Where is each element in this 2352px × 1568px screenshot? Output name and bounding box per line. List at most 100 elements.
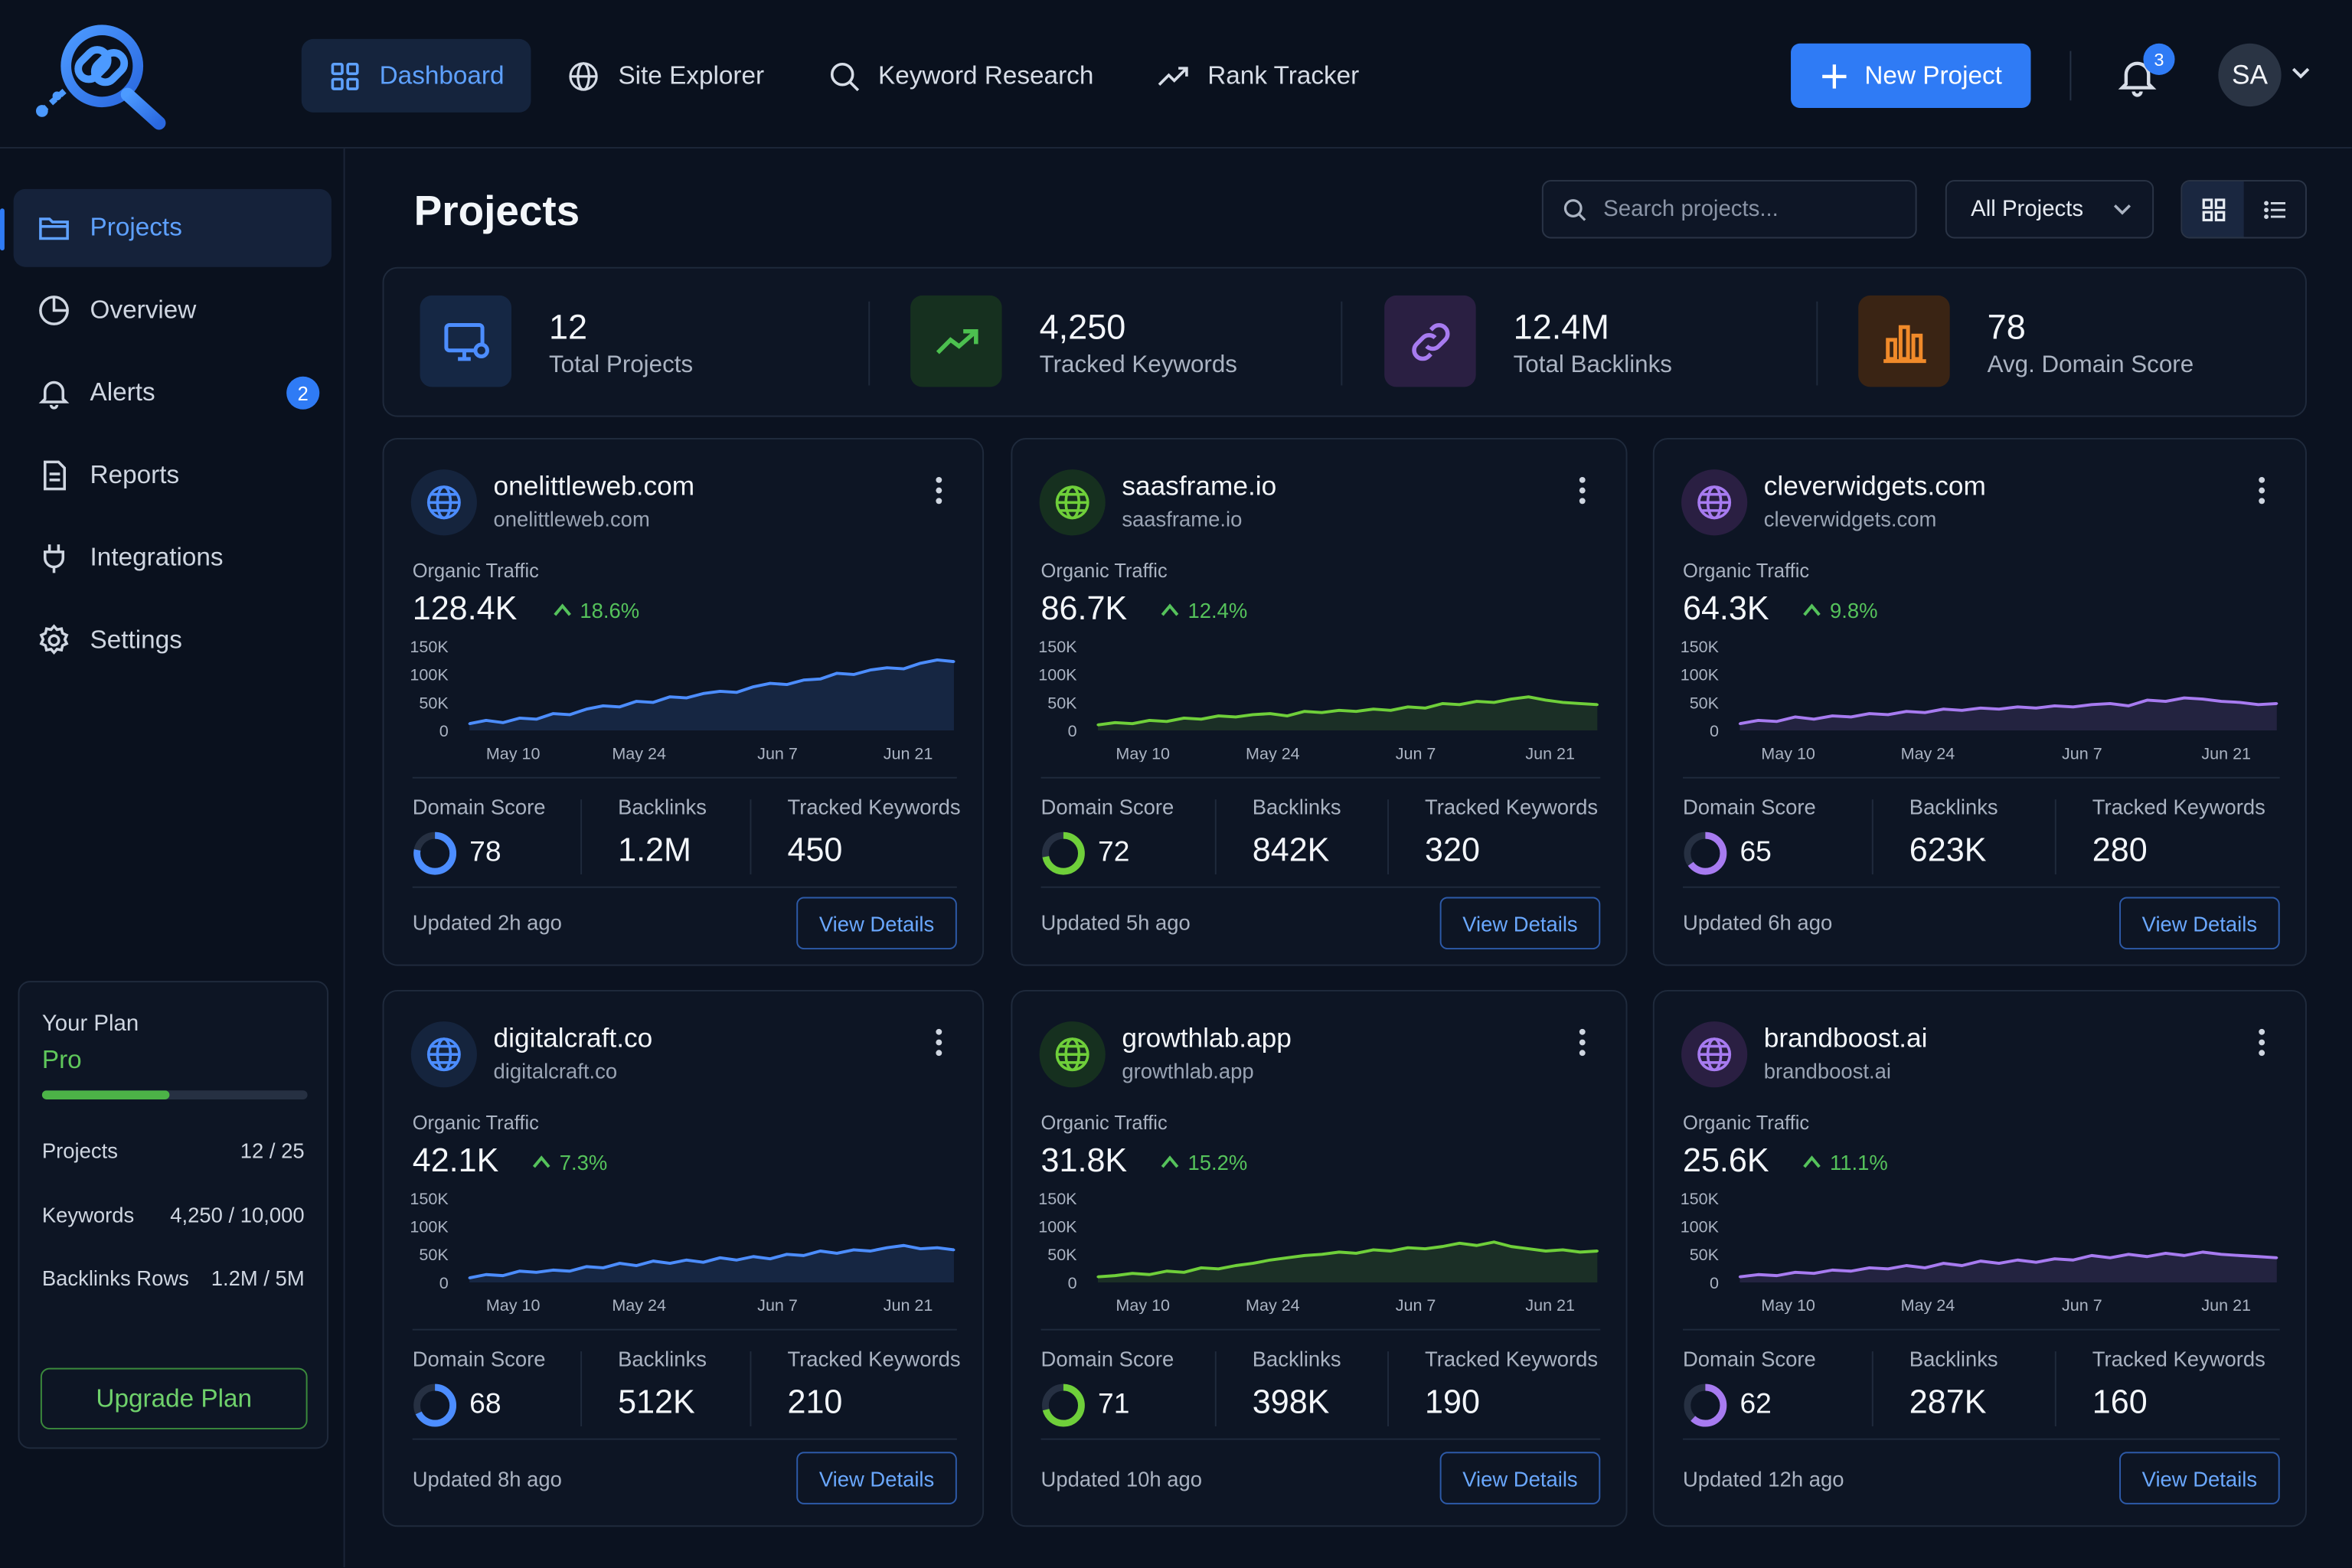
view-details-button[interactable]: View Details bbox=[2119, 1452, 2280, 1504]
traffic-point bbox=[1148, 1273, 1152, 1276]
logo[interactable] bbox=[33, 18, 171, 132]
view-details-button[interactable]: View Details bbox=[2119, 897, 2280, 950]
view-details-button[interactable]: View Details bbox=[1439, 1452, 1601, 1504]
traffic-point bbox=[1458, 1242, 1461, 1245]
avatar[interactable]: SA bbox=[2218, 43, 2282, 107]
traffic-point bbox=[1579, 1250, 1582, 1254]
bell-icon[interactable] bbox=[2115, 54, 2160, 100]
traffic-line bbox=[1740, 1250, 2277, 1279]
project-name[interactable]: onelittleweb.com bbox=[493, 471, 695, 501]
arrow-up-icon bbox=[1161, 1155, 1179, 1168]
divider bbox=[1341, 301, 1343, 386]
traffic-point bbox=[1868, 712, 1871, 715]
view-details-button[interactable]: View Details bbox=[796, 897, 957, 950]
sidebar-item-settings[interactable]: Settings bbox=[14, 602, 332, 680]
project-card[interactable]: growthlab.app growthlab.app Organic Traf… bbox=[1011, 989, 1628, 1527]
more-options-icon[interactable] bbox=[1578, 475, 1587, 505]
more-options-icon[interactable] bbox=[2257, 1027, 2266, 1057]
divider bbox=[2069, 51, 2072, 101]
nav-rank-tracker[interactable]: Rank Tracker bbox=[1129, 39, 1386, 113]
traffic-point bbox=[818, 1250, 822, 1253]
traffic-point bbox=[1849, 715, 1853, 719]
project-card[interactable]: digitalcraft.co digitalcraft.co Organic … bbox=[382, 989, 985, 1527]
tracked-keywords-label: Tracked Keywords bbox=[787, 1347, 961, 1371]
project-name[interactable]: saasframe.io bbox=[1122, 471, 1277, 501]
traffic-point bbox=[2109, 1256, 2112, 1259]
project-card[interactable]: cleverwidgets.com cleverwidgets.com Orga… bbox=[1652, 438, 2307, 966]
project-card[interactable]: brandboost.ai brandboost.ai Organic Traf… bbox=[1652, 989, 2307, 1527]
traffic-point bbox=[1998, 1262, 2001, 1265]
project-card[interactable]: onelittleweb.com onelittleweb.com Organi… bbox=[382, 438, 985, 966]
x-tick-label: Jun 21 bbox=[884, 744, 933, 762]
traffic-chart: 150K 100K 50K 0 May 10 May 24 Jun 7 Jun 21 bbox=[410, 1190, 956, 1314]
x-tick-label: May 10 bbox=[1761, 1296, 1815, 1314]
traffic-point bbox=[2220, 700, 2223, 703]
backlinks-label: Backlinks bbox=[618, 1347, 707, 1371]
sidebar-item-projects[interactable]: Projects bbox=[13, 188, 332, 267]
traffic-point bbox=[835, 1252, 838, 1255]
domain-score-ring bbox=[1042, 831, 1085, 875]
traffic-point bbox=[534, 717, 538, 720]
domain-score-label: Domain Score bbox=[1682, 795, 1816, 819]
traffic-point bbox=[2016, 705, 2019, 708]
nav-site-explorer[interactable]: Site Explorer bbox=[541, 39, 792, 113]
x-tick-label: Jun 7 bbox=[757, 1296, 798, 1314]
globe-icon bbox=[1039, 1021, 1106, 1088]
sidebar-item-overview[interactable]: Overview bbox=[14, 272, 332, 350]
plan-row-value: 12 / 25 bbox=[240, 1138, 305, 1163]
x-tick-label: May 10 bbox=[486, 744, 541, 762]
sidebar-item-label: Integrations bbox=[90, 543, 224, 572]
project-filter-select[interactable]: All Projects bbox=[1945, 180, 2154, 239]
view-details-button[interactable]: View Details bbox=[1439, 897, 1601, 950]
sidebar-item-alerts[interactable]: Alerts 2 bbox=[14, 354, 332, 432]
more-options-icon[interactable] bbox=[934, 475, 943, 505]
new-project-button[interactable]: New Project bbox=[1791, 43, 2031, 109]
project-name[interactable]: brandboost.ai bbox=[1763, 1023, 1928, 1054]
sidebar-item-integrations[interactable]: Integrations bbox=[14, 519, 332, 597]
traffic-point bbox=[1596, 1250, 1599, 1253]
traffic-point bbox=[685, 697, 688, 700]
project-card[interactable]: saasframe.io saasframe.io Organic Traffi… bbox=[1011, 438, 1628, 966]
project-name[interactable]: digitalcraft.co bbox=[493, 1023, 653, 1054]
organic-traffic-label: Organic Traffic bbox=[1682, 559, 1810, 583]
more-options-icon[interactable] bbox=[934, 1027, 943, 1057]
traffic-point bbox=[1961, 709, 1964, 712]
project-name[interactable]: growthlab.app bbox=[1122, 1023, 1292, 1054]
backlinks-value: 842K bbox=[1252, 831, 1330, 869]
traffic-point bbox=[1757, 1273, 1760, 1276]
nav-dashboard[interactable]: Dashboard bbox=[301, 38, 531, 113]
traffic-point bbox=[1285, 714, 1289, 717]
upgrade-plan-button[interactable]: Upgrade Plan bbox=[40, 1367, 308, 1429]
globe-icon bbox=[410, 469, 477, 536]
chevron-down-icon[interactable] bbox=[2290, 66, 2311, 81]
plan-row-label: Backlinks Rows bbox=[41, 1266, 189, 1290]
bell-icon bbox=[38, 381, 70, 410]
search-input[interactable] bbox=[1603, 196, 1889, 222]
sidebar-item-reports[interactable]: Reports bbox=[14, 436, 332, 514]
tracked-keywords-label: Tracked Keywords bbox=[1425, 1347, 1599, 1371]
grid-view-button[interactable] bbox=[2182, 181, 2244, 237]
divider bbox=[1214, 799, 1217, 875]
more-options-icon[interactable] bbox=[1578, 1027, 1587, 1057]
backlinks-value: 287K bbox=[1909, 1383, 1987, 1421]
traffic-point bbox=[1942, 1262, 1945, 1265]
project-name[interactable]: cleverwidgets.com bbox=[1763, 471, 1986, 501]
updated-time: Updated 10h ago bbox=[1040, 1466, 1203, 1491]
list-view-button[interactable] bbox=[2244, 181, 2305, 237]
traffic-change: 11.1% bbox=[1803, 1151, 1888, 1174]
traffic-point bbox=[1831, 714, 1834, 717]
more-options-icon[interactable] bbox=[2257, 475, 2266, 505]
domain-score-value: 68 bbox=[469, 1389, 501, 1421]
divider bbox=[1040, 1328, 1601, 1331]
traffic-point bbox=[902, 1244, 906, 1247]
project-domain: onelittleweb.com bbox=[493, 507, 650, 531]
traffic-point bbox=[1372, 707, 1375, 710]
sidebar-item-label: Projects bbox=[90, 213, 182, 242]
traffic-point bbox=[1165, 720, 1168, 723]
traffic-point bbox=[1492, 701, 1495, 704]
plan-row-label: Projects bbox=[41, 1138, 118, 1163]
stat-label: Total Backlinks bbox=[1513, 352, 1672, 378]
view-details-button[interactable]: View Details bbox=[796, 1452, 957, 1504]
updated-time: Updated 5h ago bbox=[1040, 910, 1191, 935]
nav-keyword-research[interactable]: Keyword Research bbox=[800, 39, 1120, 113]
